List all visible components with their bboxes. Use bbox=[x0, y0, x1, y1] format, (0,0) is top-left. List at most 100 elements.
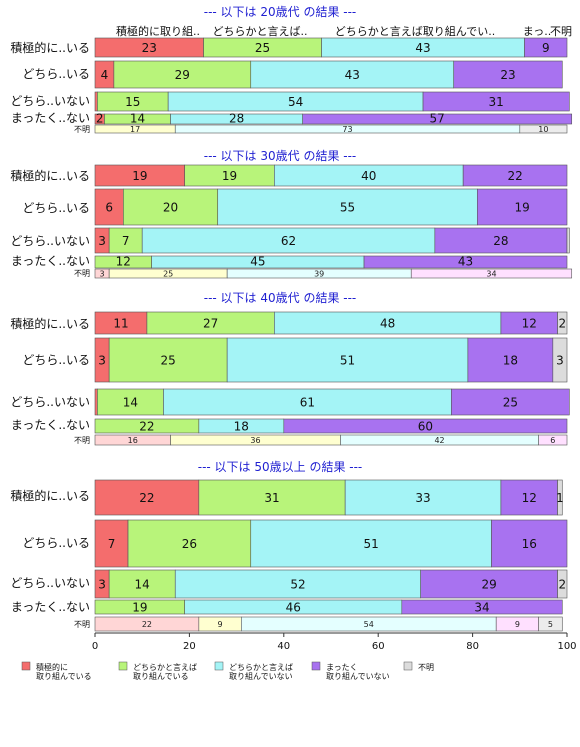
legend-label: 積極的に bbox=[36, 662, 68, 672]
data-label: 73 bbox=[342, 125, 352, 134]
x-tick-label: 0 bbox=[92, 641, 98, 652]
data-label: 43 bbox=[345, 68, 360, 82]
legend-swatch bbox=[21, 661, 31, 671]
data-label: 2 bbox=[558, 316, 566, 330]
legend-label: 取り組んでいない bbox=[326, 671, 390, 681]
data-label: 31 bbox=[264, 491, 279, 505]
data-label: 28 bbox=[493, 234, 508, 248]
row-label: 不明 bbox=[74, 269, 90, 278]
data-label: 15 bbox=[125, 95, 140, 109]
bar-segment bbox=[283, 418, 568, 434]
bar-segment bbox=[174, 569, 421, 599]
data-label: 14 bbox=[130, 112, 145, 126]
data-label: 25 bbox=[161, 353, 176, 367]
data-label: 26 bbox=[182, 537, 197, 551]
x-tick-label: 20 bbox=[183, 641, 196, 652]
bar-segment bbox=[108, 337, 228, 383]
bar-segment bbox=[94, 519, 129, 568]
data-label: 40 bbox=[361, 169, 376, 183]
legend-swatch bbox=[214, 661, 224, 671]
data-label: 12 bbox=[522, 316, 537, 330]
data-label: 34 bbox=[486, 269, 496, 278]
data-label: 28 bbox=[229, 112, 244, 126]
data-label: 9 bbox=[218, 620, 223, 629]
row-label: 積極的に..いる bbox=[10, 316, 90, 331]
row-label: 不明 bbox=[74, 620, 90, 629]
data-label: 6 bbox=[105, 200, 113, 214]
bar-segment bbox=[538, 616, 563, 632]
x-tick-label: 80 bbox=[466, 641, 479, 652]
column-header: 不明 bbox=[550, 25, 572, 38]
data-label: 12 bbox=[116, 255, 131, 269]
bar-segment bbox=[453, 60, 563, 89]
data-label: 42 bbox=[434, 436, 444, 445]
data-label: 18 bbox=[503, 353, 518, 367]
data-label: 5 bbox=[548, 620, 553, 629]
row-label: 不明 bbox=[74, 436, 90, 445]
data-label: 62 bbox=[281, 234, 296, 248]
data-label: 22 bbox=[139, 491, 154, 505]
data-label: 19 bbox=[515, 200, 530, 214]
bar-segment bbox=[302, 113, 573, 125]
bar-segment bbox=[552, 337, 568, 383]
data-label: 34 bbox=[474, 600, 489, 614]
bar-segment bbox=[250, 519, 492, 568]
row-label: どちら..いる bbox=[22, 536, 90, 550]
data-label: 20 bbox=[163, 200, 178, 214]
bar-segment bbox=[113, 60, 252, 89]
data-label: 51 bbox=[340, 353, 355, 367]
data-label: 3 bbox=[98, 353, 106, 367]
legend-swatch bbox=[118, 661, 128, 671]
legend-swatch bbox=[403, 661, 413, 671]
panel-title: --- 以下は 30歳代 の結果 --- bbox=[204, 149, 357, 163]
data-label: 7 bbox=[108, 537, 116, 551]
bar-segment bbox=[477, 188, 568, 226]
data-label: 10 bbox=[538, 125, 548, 134]
data-label: 43 bbox=[458, 255, 473, 269]
data-label: 29 bbox=[175, 68, 190, 82]
bar-segment bbox=[566, 227, 570, 254]
data-label: 54 bbox=[288, 95, 303, 109]
bar-segment bbox=[108, 227, 143, 254]
data-label: 22 bbox=[142, 620, 152, 629]
bar-segment bbox=[123, 188, 219, 226]
panel-title: --- 以下は 20歳代 の結果 --- bbox=[204, 5, 357, 19]
x-tick-label: 60 bbox=[372, 641, 385, 652]
row-label: どちら..いる bbox=[22, 201, 90, 215]
row-label: どちら..いない bbox=[10, 94, 90, 108]
data-label: 1 bbox=[556, 491, 564, 505]
bar-segment bbox=[434, 227, 568, 254]
row-label: どちら..いない bbox=[10, 576, 90, 590]
data-label: 4 bbox=[101, 68, 109, 82]
data-label: 3 bbox=[100, 269, 105, 278]
legend-swatch bbox=[311, 661, 321, 671]
data-label: 14 bbox=[123, 395, 138, 409]
row-label: どちら..いる bbox=[22, 67, 90, 81]
bar-segment bbox=[410, 268, 573, 279]
data-label: 7 bbox=[122, 234, 130, 248]
data-label: 31 bbox=[489, 95, 504, 109]
data-label: 2 bbox=[96, 112, 104, 126]
bar-segment bbox=[557, 479, 563, 516]
data-label: 60 bbox=[418, 419, 433, 433]
legend-label: 取り組んでいる bbox=[36, 671, 92, 681]
bar-segment bbox=[420, 569, 558, 599]
legend-label: まったく bbox=[326, 663, 358, 672]
bar-segment bbox=[198, 479, 346, 516]
data-label: 33 bbox=[415, 491, 430, 505]
row-label: まったく..ない bbox=[11, 254, 90, 268]
bar-segment bbox=[141, 227, 436, 254]
data-label: 16 bbox=[128, 436, 138, 445]
data-label: 61 bbox=[300, 395, 315, 409]
data-label: 23 bbox=[500, 68, 515, 82]
data-label: 11 bbox=[113, 316, 128, 330]
data-label: 19 bbox=[132, 169, 147, 183]
x-tick-label: 40 bbox=[277, 641, 290, 652]
bar-segment bbox=[94, 91, 98, 112]
data-label: 3 bbox=[98, 234, 106, 248]
data-label: 19 bbox=[222, 169, 237, 183]
row-label: まったく..ない bbox=[11, 600, 90, 614]
bar-segment bbox=[97, 388, 164, 416]
bar-segment bbox=[422, 91, 570, 112]
